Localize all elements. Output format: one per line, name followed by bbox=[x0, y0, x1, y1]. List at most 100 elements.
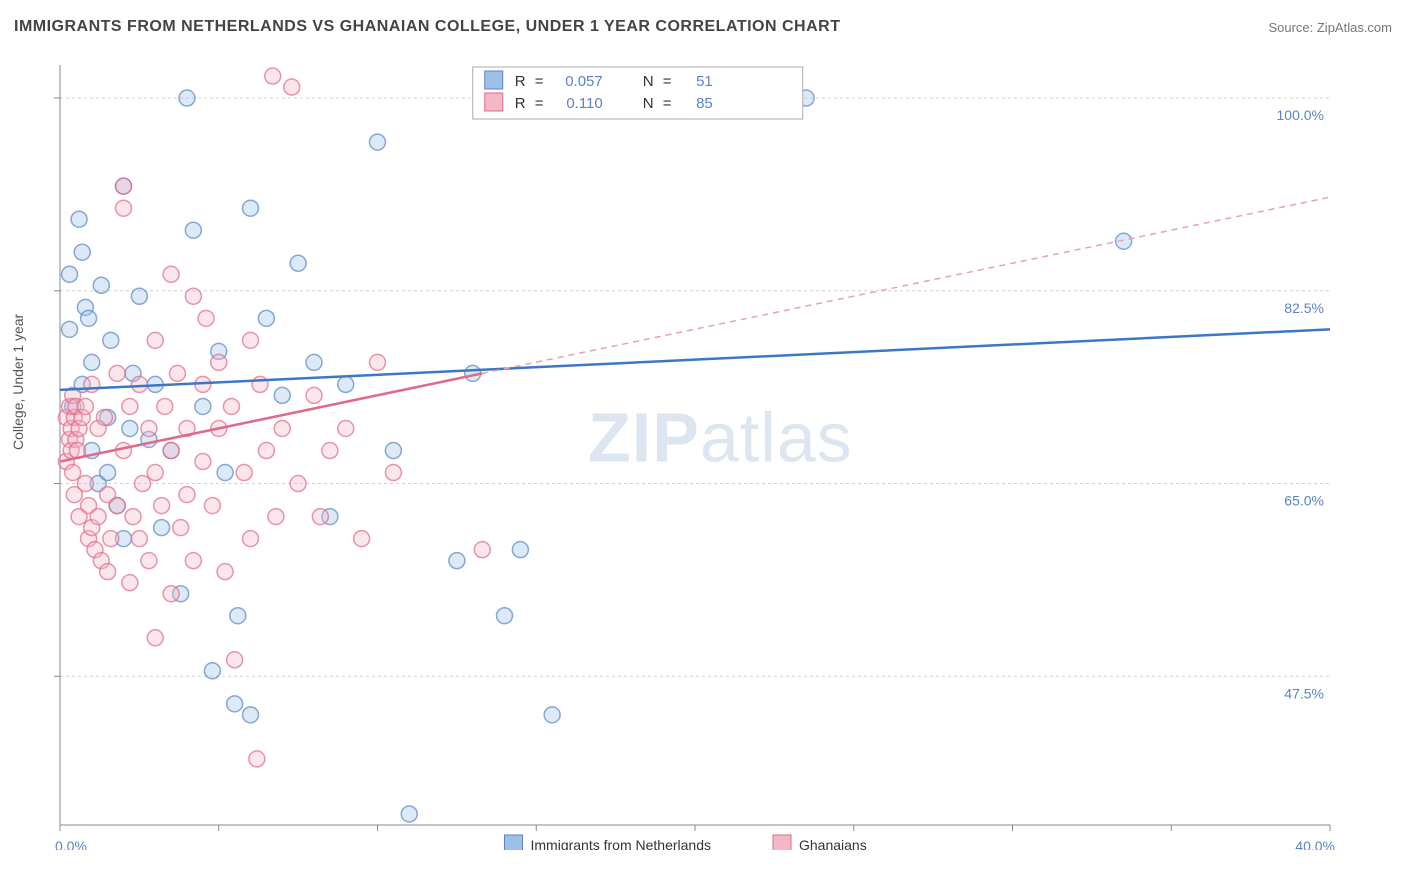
y-tick-label: 82.5% bbox=[1284, 300, 1324, 316]
data-point bbox=[173, 520, 189, 536]
data-point bbox=[74, 244, 90, 260]
data-point bbox=[131, 531, 147, 547]
data-point bbox=[135, 476, 151, 492]
data-point bbox=[306, 387, 322, 403]
trend-line-extrapolated bbox=[482, 197, 1330, 373]
data-point bbox=[179, 90, 195, 106]
data-point bbox=[93, 277, 109, 293]
data-point bbox=[370, 134, 386, 150]
chart-title: IMMIGRANTS FROM NETHERLANDS VS GHANAIAN … bbox=[14, 18, 840, 36]
data-point bbox=[338, 420, 354, 436]
legend-n-value: 85 bbox=[696, 95, 713, 112]
data-point bbox=[84, 354, 100, 370]
data-point bbox=[211, 354, 227, 370]
data-point bbox=[204, 663, 220, 679]
source-label: Source: bbox=[1268, 20, 1316, 35]
data-point bbox=[62, 321, 78, 337]
data-point bbox=[223, 398, 239, 414]
data-point bbox=[312, 509, 328, 525]
data-point bbox=[230, 608, 246, 624]
y-axis-title: College, Under 1 year bbox=[10, 314, 26, 450]
data-point bbox=[109, 365, 125, 381]
series-swatch bbox=[505, 835, 523, 850]
data-point bbox=[370, 354, 386, 370]
legend-eq: = bbox=[663, 73, 672, 90]
legend-r-value: 0.110 bbox=[566, 95, 602, 112]
data-point bbox=[163, 443, 179, 459]
legend-swatch bbox=[485, 71, 503, 89]
data-point bbox=[258, 443, 274, 459]
data-point bbox=[449, 553, 465, 569]
legend-r-label: R bbox=[515, 95, 526, 112]
data-point bbox=[163, 586, 179, 602]
y-tick-label: 65.0% bbox=[1284, 493, 1324, 509]
data-point bbox=[154, 520, 170, 536]
series-label: Immigrants from Netherlands bbox=[531, 837, 712, 850]
data-point bbox=[141, 420, 157, 436]
data-point bbox=[179, 487, 195, 503]
x-tick-label-left: 0.0% bbox=[55, 838, 87, 850]
data-point bbox=[544, 707, 560, 723]
data-point bbox=[243, 707, 259, 723]
data-point bbox=[290, 255, 306, 271]
data-point bbox=[274, 420, 290, 436]
data-point bbox=[147, 630, 163, 646]
data-point bbox=[290, 476, 306, 492]
data-point bbox=[284, 79, 300, 95]
data-point bbox=[100, 564, 116, 580]
data-point bbox=[131, 376, 147, 392]
data-point bbox=[109, 498, 125, 514]
data-point bbox=[322, 443, 338, 459]
x-tick-label-right: 40.0% bbox=[1295, 838, 1335, 850]
data-point bbox=[512, 542, 528, 558]
series-label: Ghanaians bbox=[799, 837, 867, 850]
data-point bbox=[198, 310, 214, 326]
data-point bbox=[243, 200, 259, 216]
data-point bbox=[185, 222, 201, 238]
data-point bbox=[116, 200, 132, 216]
data-point bbox=[77, 476, 93, 492]
data-point bbox=[243, 332, 259, 348]
data-point bbox=[116, 178, 132, 194]
scatter-chart: 47.5%65.0%82.5%100.0%0.0%40.0%ZIPatlasR=… bbox=[50, 55, 1390, 850]
data-point bbox=[338, 376, 354, 392]
data-point bbox=[163, 266, 179, 282]
data-point bbox=[122, 420, 138, 436]
data-point bbox=[100, 465, 116, 481]
data-point bbox=[385, 443, 401, 459]
data-point bbox=[71, 211, 87, 227]
data-point bbox=[217, 465, 233, 481]
data-point bbox=[195, 398, 211, 414]
data-point bbox=[185, 553, 201, 569]
data-point bbox=[154, 498, 170, 514]
legend-r-label: R bbox=[515, 73, 526, 90]
data-point bbox=[84, 376, 100, 392]
data-point bbox=[268, 509, 284, 525]
legend-n-value: 51 bbox=[696, 73, 713, 90]
data-point bbox=[258, 310, 274, 326]
data-point bbox=[185, 288, 201, 304]
data-point bbox=[81, 310, 97, 326]
data-point bbox=[265, 68, 281, 84]
data-point bbox=[274, 387, 290, 403]
data-point bbox=[147, 465, 163, 481]
data-point bbox=[65, 465, 81, 481]
data-point bbox=[96, 409, 112, 425]
legend-eq: = bbox=[535, 95, 544, 112]
data-point bbox=[243, 531, 259, 547]
data-point bbox=[252, 376, 268, 392]
data-point bbox=[354, 531, 370, 547]
source-attribution: Source: ZipAtlas.com bbox=[1268, 20, 1392, 35]
data-point bbox=[169, 365, 185, 381]
data-point bbox=[141, 553, 157, 569]
legend-eq: = bbox=[663, 95, 672, 112]
data-point bbox=[90, 509, 106, 525]
data-point bbox=[147, 332, 163, 348]
data-point bbox=[125, 509, 141, 525]
legend-swatch bbox=[485, 93, 503, 111]
data-point bbox=[62, 266, 78, 282]
data-point bbox=[204, 498, 220, 514]
data-point bbox=[157, 398, 173, 414]
data-point bbox=[306, 354, 322, 370]
data-point bbox=[227, 652, 243, 668]
